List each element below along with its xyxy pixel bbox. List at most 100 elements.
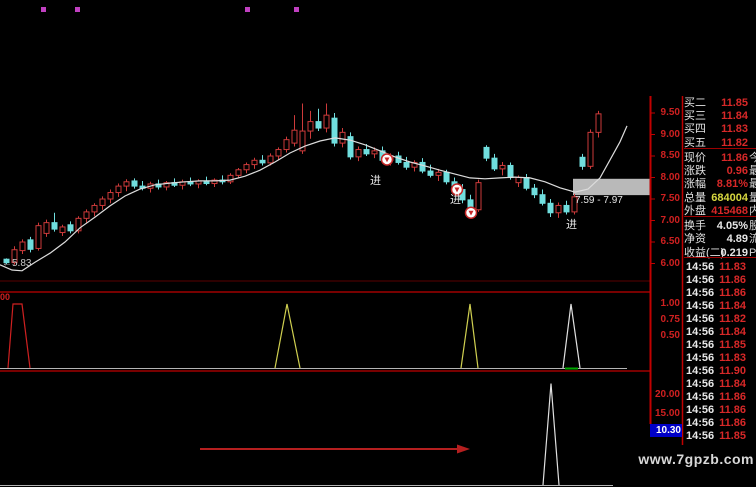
tape-time: 14:56 bbox=[686, 365, 715, 377]
tape-price: 11.86 bbox=[719, 287, 746, 299]
candle-body bbox=[595, 113, 602, 133]
candle-body bbox=[43, 222, 50, 234]
signal-axis-label: 1.00 bbox=[660, 298, 680, 309]
candle-body bbox=[371, 150, 378, 155]
quote-value: 4.05% bbox=[716, 219, 748, 232]
tape-row: 14:56 11.84 bbox=[686, 300, 746, 312]
candle-body bbox=[235, 169, 242, 176]
candle-body bbox=[259, 159, 266, 164]
candle-body bbox=[251, 159, 258, 166]
candle-body bbox=[123, 181, 130, 187]
candle-body bbox=[91, 204, 98, 213]
menu-indicator-dot bbox=[245, 7, 250, 12]
quote-label: 换手 bbox=[684, 219, 706, 232]
spike-axis-label: 20.00 bbox=[654, 389, 680, 400]
tape-row: 14:56 11.86 bbox=[686, 404, 746, 416]
buy-signal-marker-glyph bbox=[454, 187, 460, 193]
tape-time: 14:56 bbox=[686, 287, 715, 299]
tape-price: 11.84 bbox=[719, 326, 746, 338]
buy-signal-text: 进 bbox=[370, 174, 381, 187]
candle-body bbox=[339, 131, 346, 144]
menu-indicator-dot bbox=[75, 7, 80, 12]
candle-body bbox=[571, 196, 578, 213]
candle-body bbox=[355, 149, 362, 158]
tape-price: 11.83 bbox=[719, 261, 746, 273]
candle-body bbox=[363, 149, 370, 155]
quote-row: 换手 4.05% 股 bbox=[684, 219, 756, 233]
quote-row: 外盘 415468 内 bbox=[684, 205, 756, 218]
quote-value: 4.89 bbox=[726, 233, 748, 246]
candle-body bbox=[275, 149, 282, 157]
candle-body bbox=[547, 202, 554, 214]
candle-body bbox=[427, 170, 434, 176]
signal-axis-label: 0.50 bbox=[660, 330, 680, 341]
quote-label: 买三 bbox=[684, 110, 706, 122]
spike-shape bbox=[542, 383, 560, 486]
candle-body bbox=[291, 129, 298, 144]
quote-separator bbox=[684, 148, 756, 149]
candle-body bbox=[59, 226, 66, 234]
quote-label: 涨跌 bbox=[684, 164, 706, 177]
tape-row: 14:56 11.85 bbox=[686, 430, 746, 442]
quote-value: 11.84 bbox=[721, 110, 748, 122]
buy-signal-text: 进 bbox=[566, 219, 577, 232]
candle-body bbox=[267, 155, 274, 164]
tape-price: 11.82 bbox=[719, 313, 746, 325]
candle-body bbox=[83, 211, 90, 219]
signal-shape bbox=[562, 303, 581, 369]
signal-shape bbox=[7, 303, 31, 369]
quote-row-partial: 买二 11.85 bbox=[684, 97, 748, 110]
tape-price: 11.85 bbox=[719, 430, 746, 442]
tape-price: 11.83 bbox=[719, 352, 746, 364]
tape-price: 11.84 bbox=[719, 300, 746, 312]
price-axis-label: 9.50 bbox=[660, 107, 680, 118]
candle-body bbox=[3, 258, 10, 264]
tape-row: 14:56 11.86 bbox=[686, 417, 746, 429]
tape-row: 14:56 11.83 bbox=[686, 352, 746, 364]
candle-body bbox=[555, 204, 562, 214]
watermark-text: www.7gpzb.com bbox=[638, 451, 754, 467]
tape-time: 14:56 bbox=[686, 352, 715, 364]
price-axis-label: 9.00 bbox=[660, 128, 680, 140]
quote-label: 买五 bbox=[684, 136, 706, 149]
quote-value: 11.83 bbox=[721, 123, 748, 136]
candle-body bbox=[67, 224, 74, 232]
ma-line bbox=[0, 125, 628, 272]
trend-arrow-head bbox=[457, 444, 470, 454]
tape-price: 11.86 bbox=[719, 417, 746, 429]
candle-body bbox=[411, 161, 418, 168]
quote-label: 现价 bbox=[684, 151, 706, 164]
candle-body bbox=[331, 117, 338, 144]
candle-body bbox=[211, 179, 218, 185]
candle-body bbox=[307, 121, 314, 132]
tape-time: 14:56 bbox=[686, 313, 715, 325]
price-axis-label: 6.50 bbox=[660, 236, 680, 247]
quote-row: 涨幅 8.81% 最 bbox=[684, 178, 756, 191]
quote-label: 收益(二) bbox=[684, 246, 725, 259]
candle-body bbox=[299, 130, 306, 152]
candle-body bbox=[323, 114, 330, 129]
quote-value: 415468 bbox=[711, 205, 748, 218]
quote-clipped-label: 股 bbox=[749, 219, 756, 232]
candle-body bbox=[499, 164, 506, 170]
quote-value: 11.85 bbox=[721, 97, 748, 109]
quote-label: 净资 bbox=[684, 233, 706, 246]
quote-clipped-label: P bbox=[749, 246, 756, 259]
candle-body bbox=[11, 249, 18, 264]
tape-row: 14:56 11.86 bbox=[686, 391, 746, 403]
ma-min-value-label: ←5.83 bbox=[2, 258, 32, 269]
tape-row: 14:56 11.84 bbox=[686, 326, 746, 338]
candle-body bbox=[347, 136, 354, 158]
tape-row: 14:56 11.86 bbox=[686, 287, 746, 299]
candle-body bbox=[243, 164, 250, 171]
tape-price: 11.86 bbox=[719, 391, 746, 403]
tape-price: 11.86 bbox=[719, 274, 746, 286]
tape-time: 14:56 bbox=[686, 430, 715, 442]
quote-value: 11.86 bbox=[721, 151, 748, 164]
candle-body bbox=[107, 192, 114, 200]
price-axis-label: 8.50 bbox=[660, 150, 680, 161]
quote-label: 买四 bbox=[684, 123, 706, 136]
signal-panel-left-label: 00 bbox=[0, 292, 11, 302]
tape-time: 14:56 bbox=[686, 261, 715, 273]
